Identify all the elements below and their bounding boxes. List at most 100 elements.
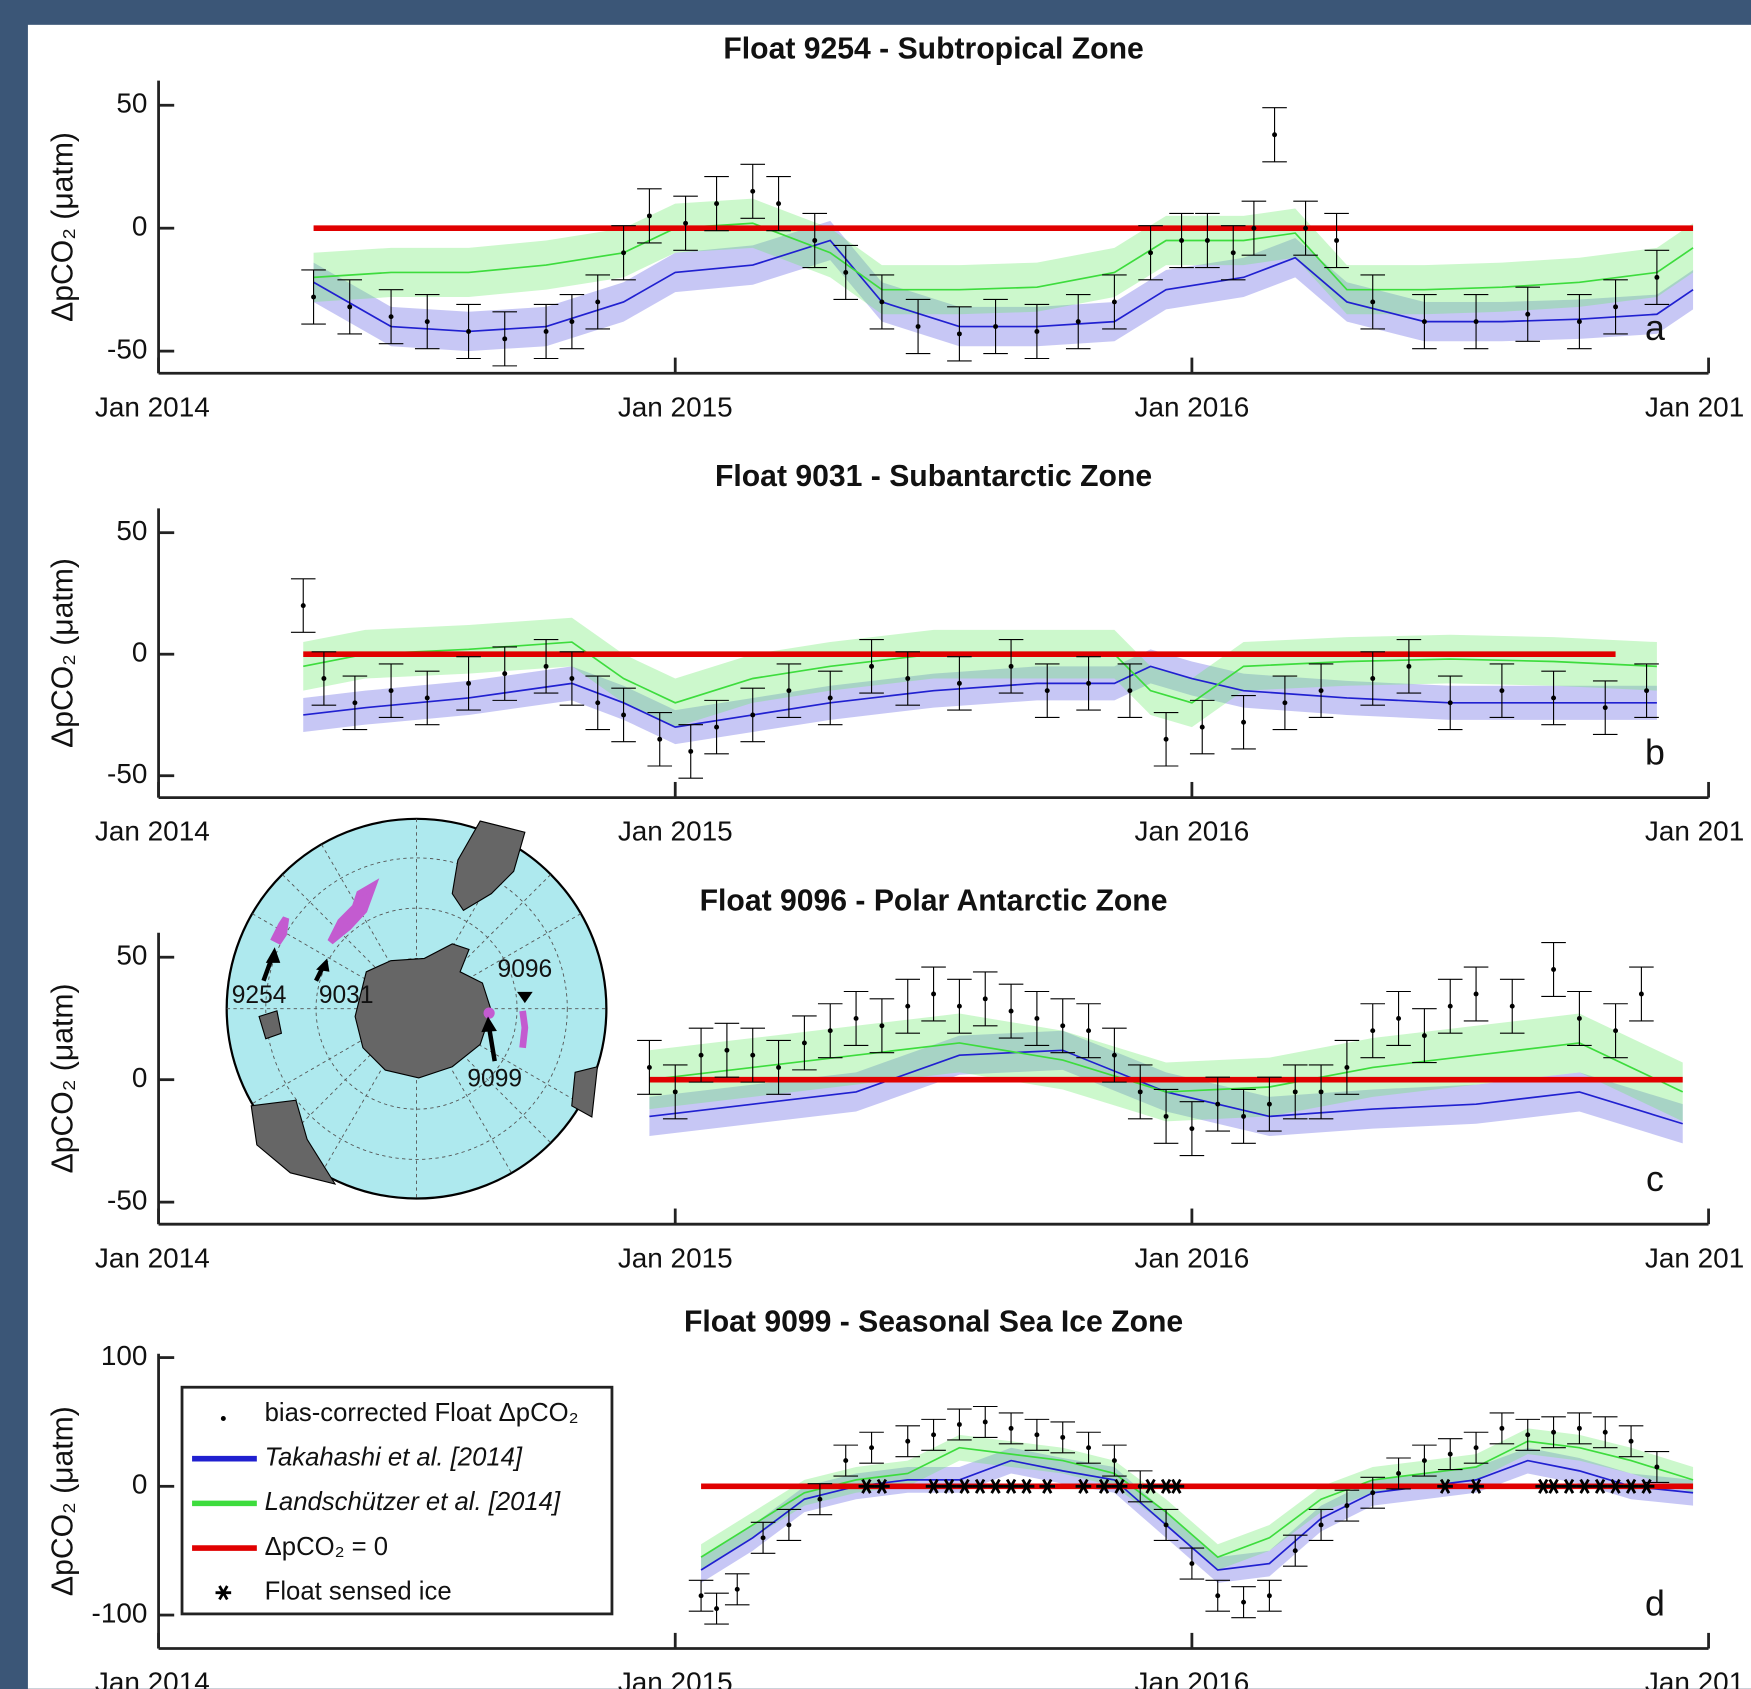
float-point [714,1606,720,1612]
float-point [1137,1483,1143,1489]
float-point [1086,1445,1092,1451]
legend-label: Landschützer et al. [2014] [265,1488,561,1516]
y-axis-label: ΔpCO₂ (μatm) [47,1406,80,1596]
float-point [543,663,549,669]
float-point [1654,274,1660,280]
x-tick-label: Jan 201 [1645,1667,1744,1689]
float-point [843,1458,849,1464]
ice-marker [1018,1478,1035,1494]
float-point [853,1015,859,1021]
float-point [595,700,601,706]
float-point [931,991,937,997]
float-point [1241,1113,1247,1119]
legend-key [220,1416,226,1421]
x-tick-label: Jan 2015 [618,1242,733,1273]
y-tick-label: 50 [116,515,147,546]
y-tick-label: -50 [107,1185,147,1216]
x-tick-label: Jan 2014 [95,1242,210,1273]
ice-marker [1111,1478,1128,1494]
ice-marker [1576,1478,1593,1494]
float-point [817,1496,823,1502]
float-point [672,1089,678,1095]
x-tick-label: Jan 2016 [1134,816,1249,847]
ice-marker [1437,1478,1453,1494]
float-point [1318,688,1324,694]
map-land [250,820,599,1185]
float-point [424,319,430,325]
climatology-line [303,665,1657,728]
float-point [1137,1089,1143,1095]
float-point [1602,1429,1608,1435]
float-point [1525,1432,1531,1438]
float-point [1230,250,1236,256]
float-point [714,201,720,207]
float-point [1370,676,1376,681]
float-point [1303,225,1309,231]
x-tick-label: Jan 2016 [1134,1667,1249,1689]
ice-marker [972,1478,988,1494]
map-label: 9099 [467,1066,522,1093]
float-point [1179,238,1185,243]
float-point [1447,1003,1453,1009]
float-point [1251,225,1257,231]
float-point [1613,304,1619,310]
legend-label: Takahashi et al. [2014] [265,1443,523,1471]
float-point [300,603,306,609]
float-point [1034,1432,1040,1438]
float-point [801,1040,807,1046]
y-tick-label: 100 [101,1340,148,1371]
float-point [1447,1451,1453,1457]
float-point [869,1445,875,1451]
float-point [1199,724,1205,730]
float-point [843,269,849,275]
float-point [1215,1593,1221,1599]
float-point [698,1593,704,1599]
float-point [1344,1064,1350,1070]
float-point [1551,695,1557,701]
float-point [683,220,689,226]
float-point [1576,1015,1582,1021]
float-point [1189,1561,1195,1567]
float-point [714,724,720,730]
float-point [347,304,353,310]
float-point [1421,1458,1427,1464]
float-point [724,1047,730,1053]
float-point [569,676,575,681]
float-point [1602,705,1608,711]
x-tick-label: Jan 201 [1645,1242,1744,1273]
float-point [1447,700,1453,706]
float-point [993,324,999,329]
map-arrowheads [265,947,533,1033]
y-tick-label: -50 [107,333,147,364]
float-point [321,676,327,681]
y-tick-label: 0 [132,211,148,242]
float-point [1644,688,1650,694]
float-point [1406,663,1412,669]
ice-marker [1545,1478,1562,1494]
float-point [1241,1599,1247,1605]
float-point [1551,1429,1557,1435]
float-point [1370,299,1376,305]
x-tick-label: Jan 2016 [1134,391,1249,422]
float-point [1044,688,1050,694]
legend: bias-corrected Float ΔpCO₂ Takahashi et a… [180,1385,614,1616]
y-tick-label: 0 [132,1469,148,1500]
float-point [1473,991,1479,997]
float-point [1421,319,1427,325]
x-tick-label: Jan 2015 [618,816,733,847]
legend-label: ΔpCO₂ = 0 [265,1533,388,1561]
ice-marker [1468,1478,1484,1494]
x-tick-label: Jan 2014 [95,1667,210,1689]
ice-marker [1075,1478,1092,1494]
panel-label: a [1645,308,1665,348]
float-point [466,328,472,334]
float-point [1396,1015,1402,1021]
float-point [734,1586,740,1592]
float-point [646,1064,652,1070]
float-point [1034,328,1040,334]
float-point [1421,1033,1427,1039]
float-point [1473,319,1479,325]
float-point [750,1052,756,1058]
x-tick-label: Jan 201 [1645,816,1744,847]
